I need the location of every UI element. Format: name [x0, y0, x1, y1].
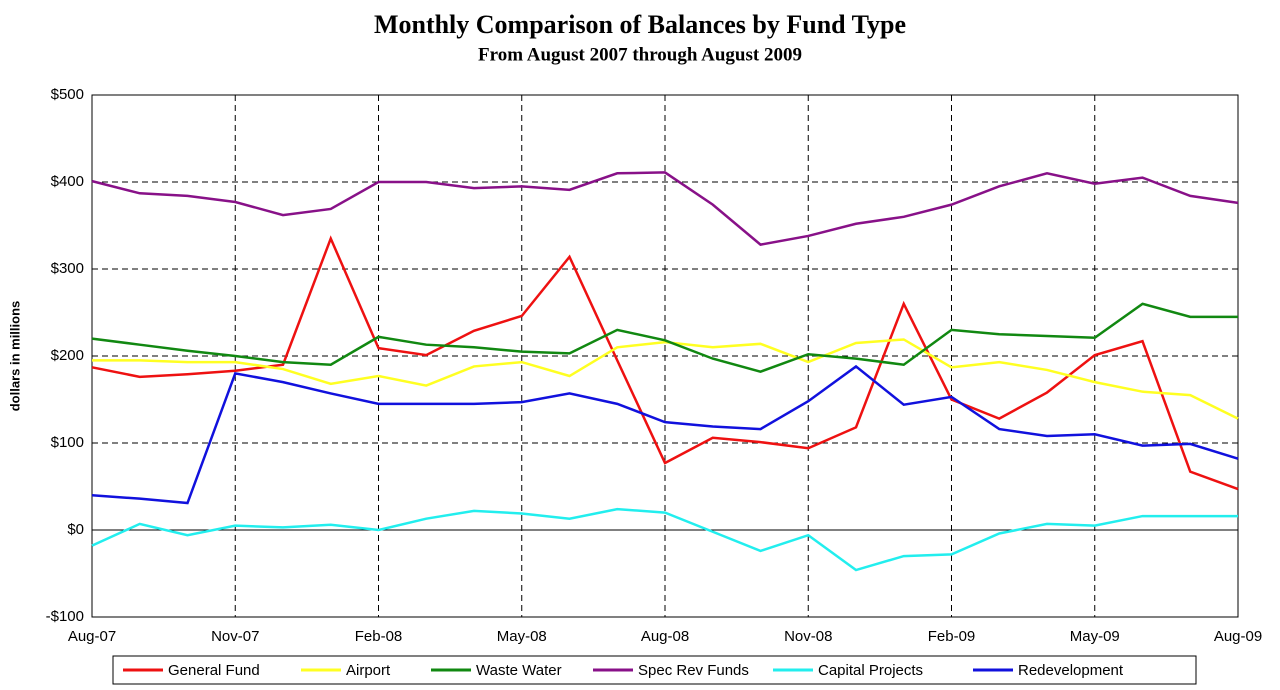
- x-tick-label: Feb-08: [355, 628, 403, 645]
- x-tick-label: Feb-09: [928, 628, 976, 645]
- legend-label: Redevelopment: [1018, 662, 1124, 679]
- legend-box: [112, 655, 1197, 685]
- legend-label: Waste Water: [476, 662, 562, 679]
- x-tick-label: Aug-09: [1214, 628, 1262, 645]
- series-line: [91, 171, 1239, 246]
- series-line: [91, 302, 1238, 373]
- legend-label: Airport: [346, 662, 391, 679]
- y-tick-label: $100: [51, 434, 84, 451]
- legend-label: Capital Projects: [818, 662, 923, 679]
- y-tick-label: -$100: [46, 608, 84, 625]
- plot-frame: [91, 94, 1239, 618]
- chart-subtitle: From August 2007 through August 2009: [478, 44, 802, 65]
- x-tick-label: Aug-08: [641, 628, 689, 645]
- y-tick-label: $200: [51, 347, 84, 364]
- y-tick-label: $400: [51, 173, 84, 190]
- chart-title: Monthly Comparison of Balances by Fund T…: [374, 10, 906, 39]
- y-tick-label: $300: [51, 260, 84, 277]
- x-tick-label: May-08: [497, 628, 547, 645]
- x-tick-label: Aug-07: [68, 628, 116, 645]
- x-tick-label: Nov-08: [784, 628, 832, 645]
- y-tick-label: $0: [67, 521, 84, 538]
- series-line: [91, 235, 1239, 491]
- series-line: [91, 364, 1239, 505]
- legend-label: General Fund: [168, 662, 260, 679]
- x-tick-label: Nov-07: [211, 628, 259, 645]
- series-line: [91, 507, 1238, 572]
- x-tick-label: May-09: [1070, 628, 1120, 645]
- y-tick-label: $500: [51, 86, 84, 103]
- series-line: [92, 338, 1239, 420]
- y-axis-label: dollars in millions: [7, 301, 22, 412]
- legend-label: Spec Rev Funds: [638, 662, 749, 679]
